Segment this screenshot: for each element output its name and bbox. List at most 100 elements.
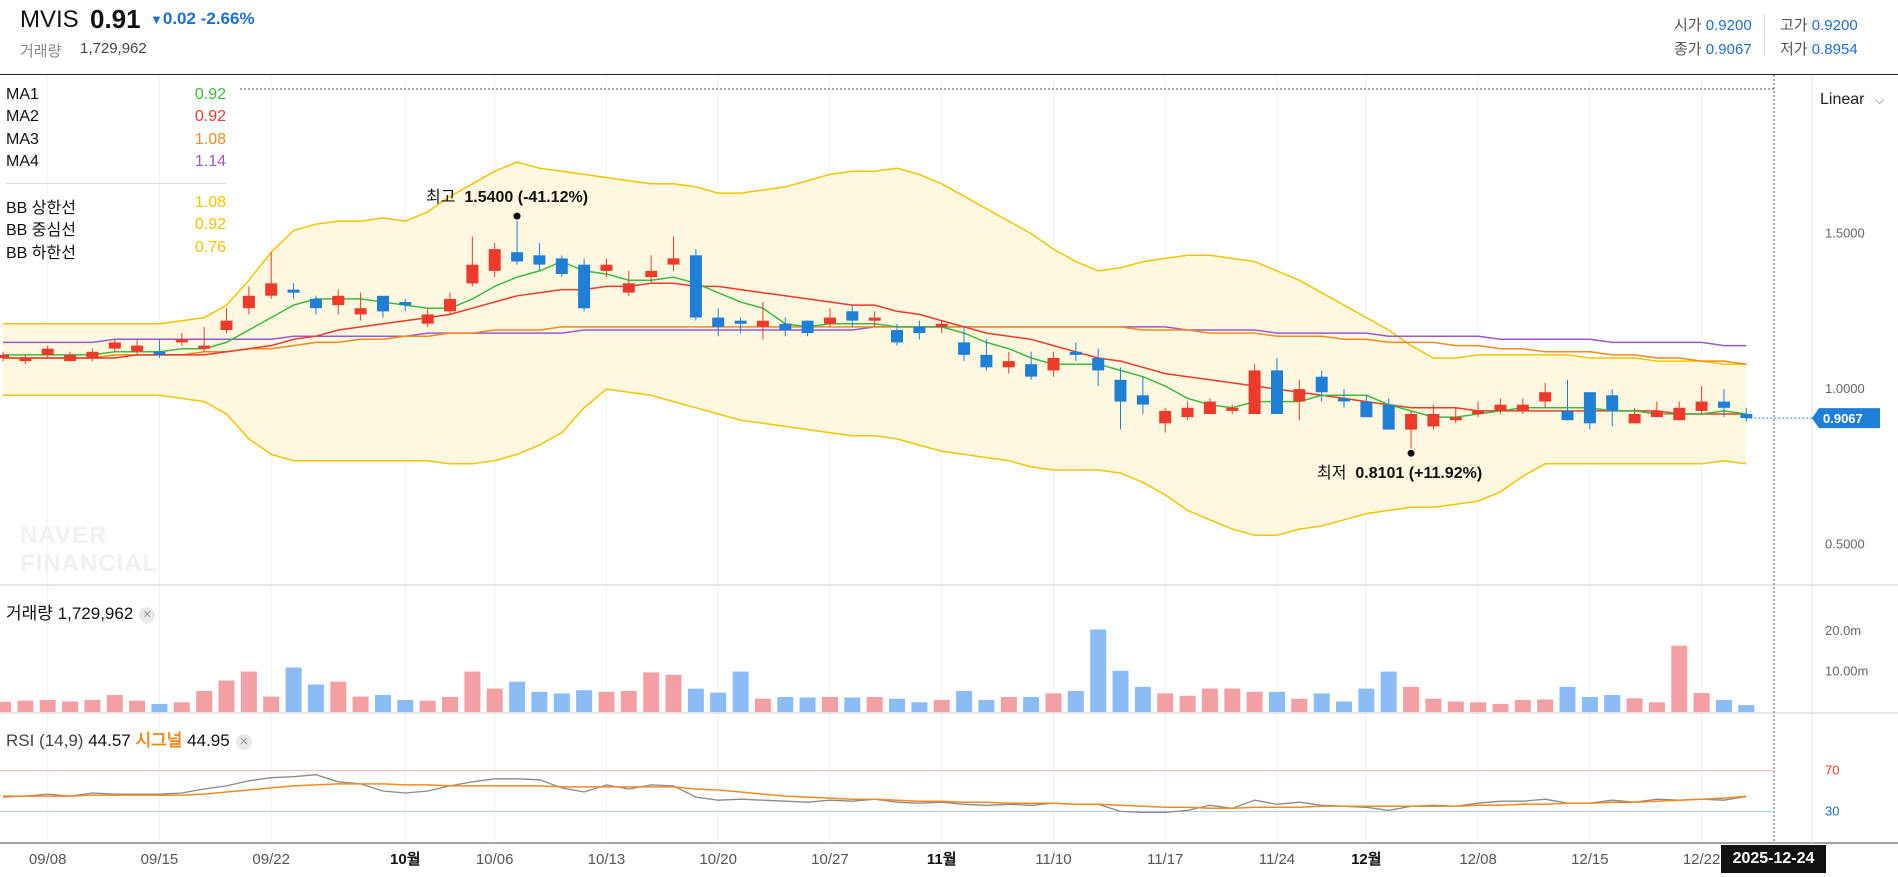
candle <box>935 320 948 334</box>
bollinger-band-fill <box>3 162 1747 536</box>
low-point-marker <box>1407 449 1415 457</box>
candle <box>198 326 211 352</box>
volume-bar <box>822 697 838 712</box>
candle <box>377 295 389 318</box>
volume-value: 1,729,962 <box>80 40 147 57</box>
volume-bar <box>1716 699 1732 712</box>
volume-bar <box>240 671 257 712</box>
symbol: MVIS <box>20 6 79 33</box>
candle-body <box>846 311 859 321</box>
candle <box>913 320 926 340</box>
candle <box>444 292 456 315</box>
candle-body <box>1561 410 1574 421</box>
candle-body <box>801 320 814 334</box>
volume-bar <box>1134 686 1151 712</box>
candle-body <box>1539 392 1552 402</box>
candle-body <box>444 298 456 312</box>
volume-bar <box>1336 701 1352 712</box>
candle <box>689 249 702 321</box>
volume-bar <box>598 691 615 712</box>
candle <box>1427 404 1440 430</box>
x-axis-tick: 11/10 <box>1035 851 1071 868</box>
candle-body <box>1740 414 1753 419</box>
candle <box>1606 389 1619 427</box>
rsi-levels <box>0 770 1774 812</box>
legend-bb-lower: BB 하한선 0.76 <box>6 239 226 262</box>
candle <box>600 258 613 278</box>
volume-bar <box>1492 703 1509 712</box>
candle-body <box>689 255 702 318</box>
chevron-down-icon: ⌵ <box>1874 93 1885 107</box>
candle <box>19 354 32 365</box>
volume-bar <box>1693 693 1710 712</box>
candle <box>958 326 971 362</box>
candle <box>309 295 322 315</box>
volume-bar <box>218 680 235 712</box>
candle <box>846 305 859 327</box>
volume-bar <box>911 702 928 712</box>
candle-body <box>1092 358 1105 371</box>
candle <box>1360 395 1373 418</box>
candle <box>1561 379 1574 421</box>
volume-bar <box>442 697 458 712</box>
candle <box>1472 401 1485 418</box>
volume-bar <box>352 696 369 712</box>
x-axis-tick: 10/13 <box>588 851 626 868</box>
last-price-label: 0.9067 <box>1823 411 1863 426</box>
candle <box>1203 398 1216 414</box>
candle-body <box>1382 404 1395 430</box>
legend-ma3: MA3 1.08 <box>6 131 226 148</box>
price-axis-tick: 0.5000 <box>1825 537 1865 552</box>
candle <box>1136 376 1149 414</box>
volume-bar <box>889 698 905 712</box>
volume-pane-label: 거래량 1,729,962 ✕ <box>6 599 156 624</box>
high-price: 고가 0.9200 <box>1780 17 1858 34</box>
candle <box>1650 401 1663 418</box>
volume-bar <box>1738 705 1755 712</box>
volume-bar <box>285 667 302 712</box>
crosshair-date-badge: 2025-12-24 <box>1721 845 1826 873</box>
volume-bar <box>1224 688 1241 712</box>
scale-selector[interactable]: Linear ⌵ <box>1820 91 1884 109</box>
candle-body <box>1650 410 1663 418</box>
candle <box>488 242 501 278</box>
candle <box>1516 398 1529 414</box>
candles <box>0 221 1753 449</box>
candle-body <box>935 323 948 327</box>
volume-bar <box>777 697 794 712</box>
rsi-pane-label: RSI (14,9) 44.57 시그널 44.95 ✕ <box>6 726 252 751</box>
candle-body <box>1606 395 1619 411</box>
candle <box>1002 351 1015 374</box>
legend-divider <box>6 183 226 184</box>
candle-body <box>1159 410 1172 424</box>
volume-bar <box>263 696 280 712</box>
candle-body <box>756 320 769 327</box>
candle <box>1069 342 1082 362</box>
candle-body <box>108 342 121 349</box>
signal-line <box>3 783 1747 810</box>
volume-bar <box>1246 691 1263 712</box>
close-icon[interactable]: ✕ <box>235 733 252 750</box>
low-price: 저가 0.8954 <box>1780 41 1858 58</box>
volume-bar <box>1067 691 1084 712</box>
legend-bb-middle: BB 중심선 0.92 <box>6 216 226 239</box>
volume-axis-tick: 20.0m <box>1825 623 1861 638</box>
volume-bar <box>0 701 11 712</box>
candle-body <box>1695 401 1708 411</box>
candle-body <box>399 302 412 306</box>
candle <box>868 311 881 327</box>
candle-body <box>667 258 680 265</box>
x-axis-tick: 12/22 <box>1683 851 1721 868</box>
candle <box>1226 404 1239 414</box>
candle-body <box>578 264 591 309</box>
candle <box>1047 351 1060 377</box>
candle-body <box>891 330 903 343</box>
candle <box>332 289 345 315</box>
candle-body <box>332 295 345 306</box>
open-price: 시가 0.9200 <box>1674 17 1752 34</box>
candle-body <box>1628 414 1641 424</box>
volume-bar <box>531 691 548 712</box>
close-icon[interactable]: ✕ <box>139 606 156 623</box>
volume-bars <box>0 629 1755 712</box>
